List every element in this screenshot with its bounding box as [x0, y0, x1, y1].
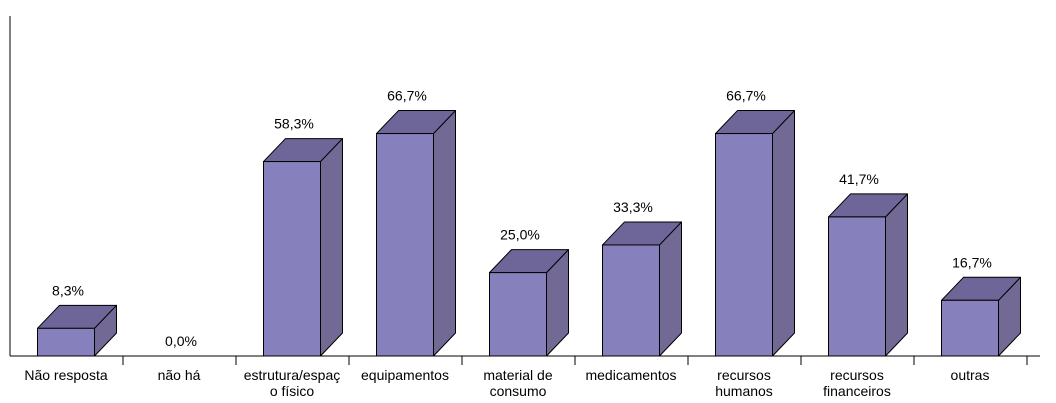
bar [941, 299, 999, 357]
category-label-line: recursos [830, 367, 884, 383]
category-label-line: material de [483, 367, 552, 383]
category-label-line: humanos [715, 383, 773, 398]
data-label: 16,7% [952, 254, 992, 270]
category-label: equipamentos [361, 367, 449, 383]
category-label-line: consumo [490, 383, 547, 398]
category-label-line: outras [951, 367, 990, 383]
bar-side-face [320, 138, 343, 357]
category-label: medicamentos [585, 367, 676, 383]
data-label: 0,0% [165, 333, 197, 349]
data-label: 25,0% [500, 227, 540, 243]
category-label: recursos humanos [715, 367, 773, 398]
data-label: 8,3% [52, 282, 84, 298]
category-label: outras [951, 367, 990, 383]
bar [489, 272, 547, 357]
category-label: material de consumo [483, 367, 552, 398]
bar-side-face [772, 110, 795, 357]
data-label: 41,7% [839, 171, 879, 187]
category-label: não há [158, 367, 201, 383]
bar [37, 327, 95, 357]
chart-data-labels: 8,3% 0,0% 58,3% 66,7% 25,0% 33,3% 66,7% 41,7% 16… [52, 88, 992, 349]
category-label-line: recursos [717, 367, 771, 383]
data-label: 66,7% [387, 88, 427, 104]
bar [828, 216, 886, 357]
category-label: Não resposta [24, 367, 107, 383]
data-label: 66,7% [726, 88, 766, 104]
bar-side-face [885, 193, 908, 357]
category-label-line: o físico [270, 383, 315, 398]
data-label: 33,3% [613, 199, 653, 215]
category-label-line: não há [158, 367, 201, 383]
bar [263, 161, 321, 357]
data-label: 58,3% [274, 116, 314, 132]
category-label-line: Não resposta [24, 367, 107, 383]
chart-bars [37, 110, 1021, 357]
category-label-line: equipamentos [361, 367, 449, 383]
category-label: estrutura/espaç o físico [244, 367, 341, 398]
category-label-line: medicamentos [585, 367, 676, 383]
category-label-line: financeiros [823, 383, 891, 398]
chart-category-labels: Não resposta não há estrutura/espaç o físic… [24, 367, 990, 399]
category-label-line: estrutura/espaç [244, 367, 341, 383]
bar [602, 244, 660, 357]
bar-side-face [433, 110, 456, 357]
category-label: recursos financeiros [823, 367, 891, 398]
bar [715, 133, 773, 357]
bar [376, 133, 434, 357]
